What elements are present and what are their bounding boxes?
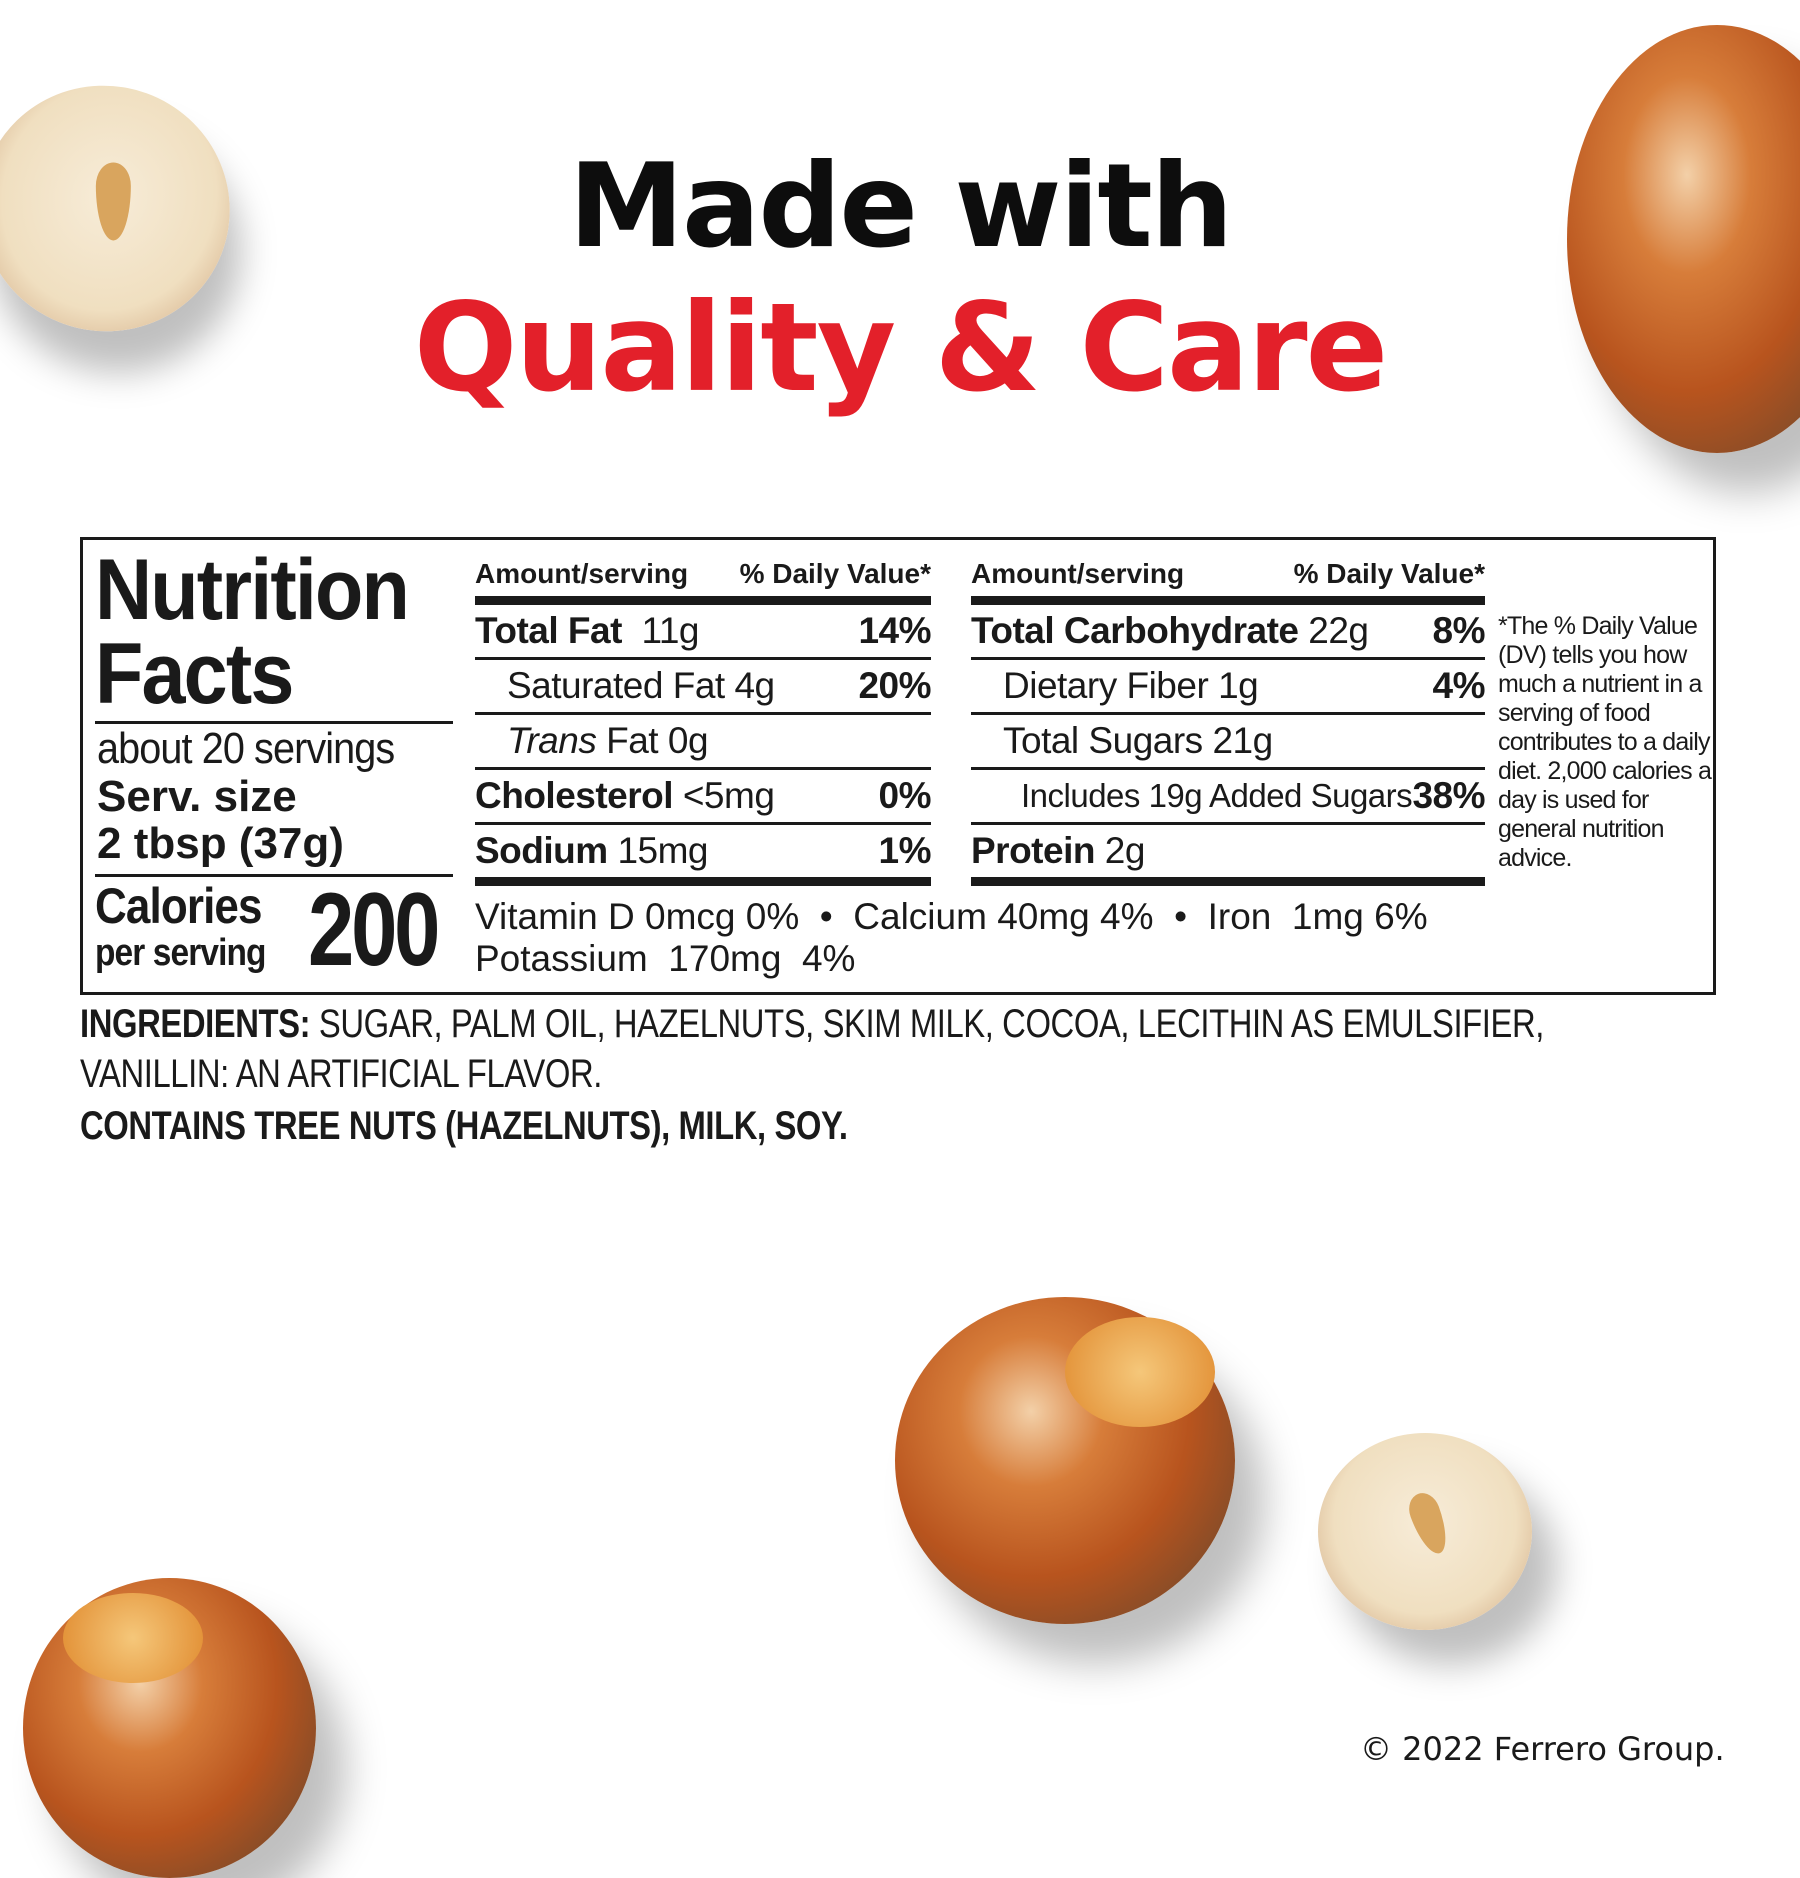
nutrient-dv: 38%	[1412, 775, 1485, 816]
potassium-line: Potassium 170mg 4%	[475, 938, 856, 979]
nutrient-row: Includes 19g Added Sugars 38%	[971, 770, 1485, 825]
serving-size-label: Serv. size	[97, 772, 297, 821]
ingredients-label: INGREDIENTS:	[80, 1002, 311, 1046]
nutrient-row: Total Sugars 21g	[971, 715, 1485, 770]
headline-made-with: Made with	[568, 139, 1234, 274]
title-line2: Facts	[95, 626, 294, 722]
nutrient-amount: 21g	[1212, 720, 1273, 761]
column-header: Amount/serving % Daily Value*	[475, 540, 931, 605]
hazelnut-half-image	[1318, 1433, 1532, 1630]
nutrient-amount: 22g	[1308, 610, 1369, 651]
nutrient-name: Sodium	[475, 830, 608, 871]
nutrient-dv: 8%	[1432, 610, 1486, 651]
nutrient-row: Sodium 15mg 1%	[475, 825, 932, 886]
nutrient-amount: Fat 0g	[606, 720, 709, 761]
nutrient-row: Protein 2g	[971, 825, 1485, 886]
nutrition-facts-title: Nutrition Facts	[95, 542, 410, 722]
calories-sub: per serving	[95, 932, 266, 974]
calories-label: Calories per serving	[95, 880, 266, 974]
nutrient-name: Cholesterol	[475, 775, 674, 816]
calories-value: 200	[308, 872, 440, 988]
nutrient-name: Total Fat	[475, 610, 622, 651]
title-line1: Nutrition	[95, 542, 410, 638]
nutrient-dv: 4%	[1432, 665, 1486, 706]
nutrient-row: Saturated Fat 4g 20%	[475, 660, 931, 715]
nutrient-amount: 4g	[734, 665, 775, 706]
nutrient-row: Cholesterol <5mg 0%	[475, 770, 932, 825]
nutrient-row: Total Carbohydrate 22g 8%	[971, 605, 1486, 660]
copyright: © 2022 Ferrero Group.	[1360, 1730, 1725, 1768]
nutrient-dv: 0%	[878, 775, 932, 816]
nutrient-amount: 11g	[641, 610, 699, 651]
dv-header: % Daily Value*	[1293, 558, 1485, 589]
nutrient-name: Protein	[971, 830, 1095, 871]
nutrition-facts-panel: Nutrition Facts about 20 servings Serv. …	[80, 537, 1716, 995]
servings-per-container: about 20 servings	[97, 724, 395, 773]
divider	[95, 874, 453, 877]
nutrient-name: Saturated Fat	[507, 665, 725, 706]
amount-header: Amount/serving	[475, 558, 689, 589]
nutrient-name: Total Sugars	[1003, 720, 1203, 761]
daily-value-footnote: *The % Daily Value (DV) tells you how mu…	[1498, 612, 1712, 872]
allergen-statement: CONTAINS TREE NUTS (HAZELNUTS), MILK, SO…	[80, 1104, 848, 1148]
nutrient-amount: 15mg	[617, 830, 709, 871]
dv-header: % Daily Value*	[739, 558, 931, 589]
nutrient-name: Total Carbohydrate	[971, 610, 1299, 651]
nutrient-name: Trans	[507, 720, 597, 761]
nutrient-dv: 1%	[878, 830, 932, 871]
nutrient-dv: 20%	[858, 665, 931, 706]
ingredients-line1: INGREDIENTS: SUGAR, PALM OIL, HAZELNUTS,…	[80, 1002, 1544, 1046]
nutrient-dv: 14%	[858, 610, 931, 651]
amount-header: Amount/serving	[971, 558, 1185, 589]
ingredients-text: SUGAR, PALM OIL, HAZELNUTS, SKIM MILK, C…	[318, 1002, 1544, 1046]
nutrient-row: Dietary Fiber 1g 4%	[971, 660, 1486, 715]
headline-quality-care: Quality & Care	[413, 277, 1388, 419]
nutrient-column-left: Amount/serving % Daily Value* Total Fat …	[475, 540, 932, 886]
nutrient-amount: <5mg	[682, 775, 775, 816]
nutrient-row: Total Fat 11g 14%	[475, 605, 931, 660]
hazelnut-image	[23, 1578, 316, 1878]
serving-size-value: 2 tbsp (37g)	[97, 819, 344, 868]
nutrient-name: Includes 19g Added Sugars	[1021, 777, 1413, 814]
nutrient-column-right: Amount/serving % Daily Value* Total Carb…	[971, 540, 1486, 886]
nutrient-name: Dietary Fiber	[1003, 665, 1209, 706]
calories-text: Calories	[95, 878, 262, 934]
column-header: Amount/serving % Daily Value*	[971, 540, 1485, 605]
hazelnut-image	[1567, 25, 1800, 453]
nutrient-amount: 1g	[1218, 665, 1259, 706]
vitamins-line: Vitamin D 0mcg 0% • Calcium 40mg 4% • Ir…	[475, 896, 1428, 937]
nutrient-amount: 2g	[1104, 830, 1146, 871]
divider	[95, 721, 453, 724]
nutrient-row: Trans Fat 0g	[475, 715, 931, 770]
hazelnut-image	[895, 1297, 1235, 1624]
ingredients-line2: VANILLIN: AN ARTIFICIAL FLAVOR.	[80, 1052, 602, 1096]
